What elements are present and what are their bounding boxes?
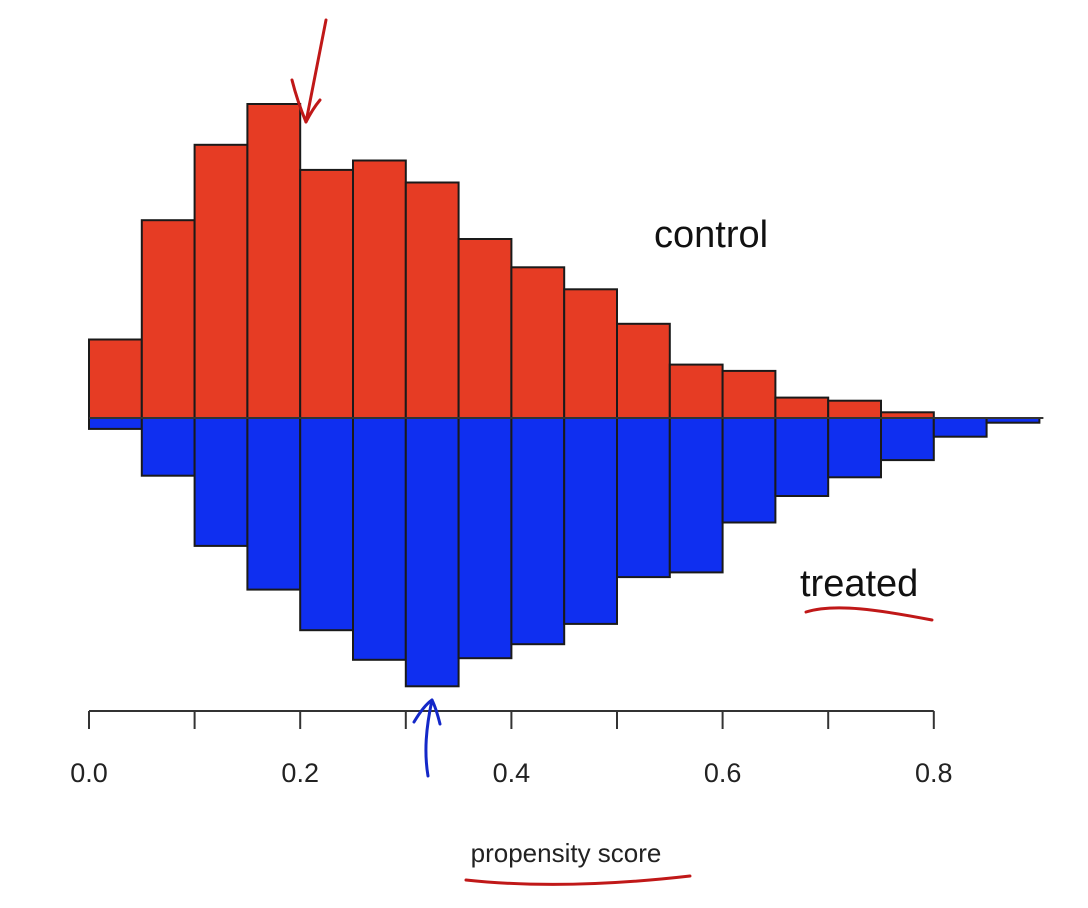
treated-bar-6 [404, 417, 460, 688]
treated-bar-14 [827, 417, 883, 479]
x-tick-label-1: 0.2 [281, 758, 319, 788]
control-bar-11 [668, 363, 724, 420]
treated-bars [88, 417, 1041, 688]
x-tick-label-2: 0.4 [493, 758, 531, 788]
control-bars [88, 103, 935, 420]
control-bar-8 [510, 266, 566, 419]
treated-bar-7 [457, 417, 513, 660]
x-axis-title: propensity score [471, 838, 662, 868]
treated-underline [804, 606, 934, 622]
treated-peak-arrow [412, 698, 442, 778]
treated-bar-10 [616, 417, 671, 579]
treated-label: treated [800, 563, 918, 605]
control-label: control [654, 214, 768, 256]
control-bar-2 [193, 143, 249, 420]
x-tick-label-3: 0.6 [704, 758, 742, 788]
treated-bar-13 [774, 417, 830, 497]
treated-bar-15 [880, 417, 935, 462]
treated-bar-4 [299, 417, 355, 632]
x-tick-label-0: 0.0 [70, 758, 108, 788]
treated-bar-9 [563, 417, 619, 625]
control-bar-14 [827, 399, 883, 420]
x-tick-label-4: 0.8 [915, 758, 953, 788]
treated-bar-8 [510, 417, 566, 646]
treated-bar-1 [140, 417, 196, 477]
control-bar-4 [299, 168, 355, 419]
treated-bar-0 [88, 417, 143, 430]
treated-bar-16 [932, 417, 988, 438]
control-peak-arrow [290, 18, 328, 124]
control-bar-9 [563, 288, 619, 419]
treated-bar-3 [246, 417, 302, 591]
control-bar-1 [140, 219, 196, 419]
treated-bar-2 [193, 417, 249, 547]
control-bar-5 [352, 159, 407, 419]
axis-title-underline [464, 874, 692, 886]
treated-bar-12 [721, 417, 777, 524]
treated-bar-5 [352, 417, 407, 661]
control-bar-10 [616, 322, 671, 419]
control-bar-12 [721, 369, 777, 419]
treated-bar-11 [668, 417, 724, 574]
control-bar-6 [404, 181, 460, 419]
x-axis: 0.0 0.2 0.4 0.6 0.8 [70, 710, 953, 788]
control-bar-7 [457, 238, 513, 419]
control-bar-13 [774, 396, 830, 420]
control-bar-3 [246, 103, 302, 419]
control-bar-0 [88, 338, 143, 419]
